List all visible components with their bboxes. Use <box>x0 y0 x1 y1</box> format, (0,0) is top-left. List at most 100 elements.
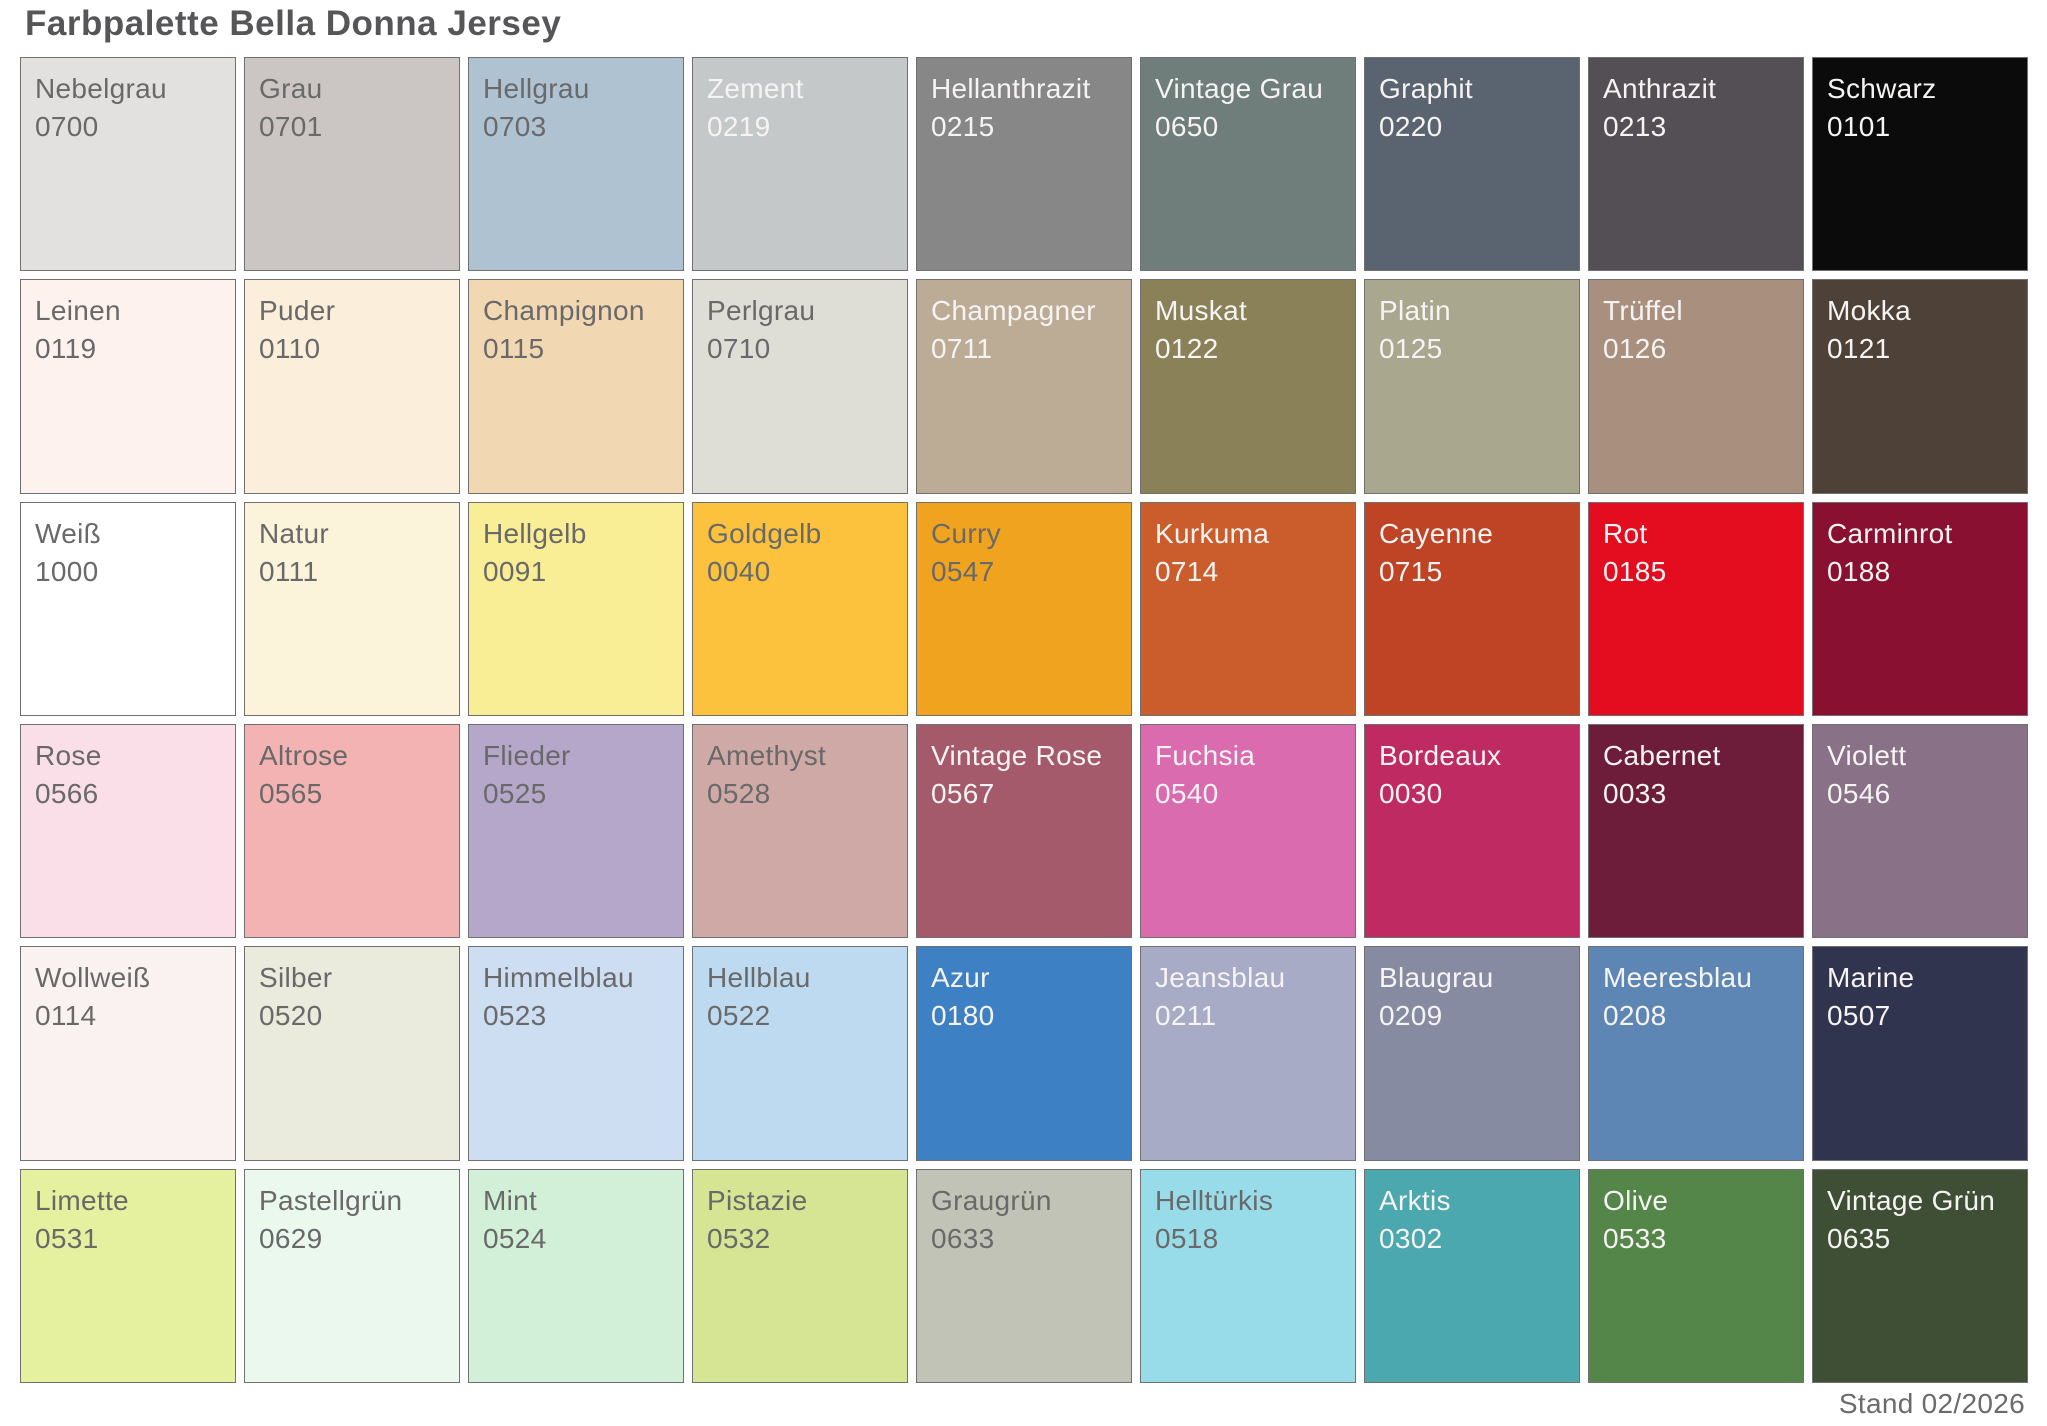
swatch-name: Blaugrau <box>1379 962 1494 994</box>
swatch: Rose 0566 <box>20 723 236 939</box>
swatch: Hellgelb 0091 <box>468 501 684 716</box>
swatch-code: 0220 <box>1379 111 1443 142</box>
swatch-code: 0208 <box>1603 1000 1667 1032</box>
swatch: Vintage Rose 0567 <box>916 723 1132 939</box>
swatch-code: 0125 <box>1379 333 1443 365</box>
swatch-name: Bordeaux <box>1379 739 1502 771</box>
swatch-name: Champagner <box>931 295 1096 327</box>
swatch: Puder 0110 <box>244 279 460 494</box>
swatch-code: 0209 <box>1379 1000 1443 1032</box>
swatch-code: 0122 <box>1155 333 1219 365</box>
swatch-code: 0531 <box>35 1222 99 1254</box>
swatch-name: Trüffel <box>1603 295 1683 327</box>
swatch-code: 0633 <box>931 1222 995 1254</box>
swatch-name: Limette <box>35 1184 129 1216</box>
swatch-code: 0547 <box>931 555 995 587</box>
swatch: Graphit 0220 <box>1364 57 1580 272</box>
swatch-name: Mokka <box>1827 295 1911 327</box>
footer-date: Stand 02/2026 <box>1838 1388 2025 1419</box>
swatch-code: 0115 <box>483 333 545 365</box>
swatch-code: 0040 <box>707 555 771 587</box>
swatch: Cabernet 0033 <box>1588 723 1804 939</box>
swatch: Zement 0219 <box>692 57 908 272</box>
swatch-code: 0033 <box>1603 777 1667 809</box>
swatch-code: 0215 <box>931 111 995 142</box>
swatch-name: Goldgelb <box>707 517 822 549</box>
swatch-name: Amethyst <box>707 739 827 771</box>
swatch: Amethyst 0528 <box>692 723 908 939</box>
swatch-name: Pistazie <box>707 1184 808 1216</box>
swatch-name: Puder <box>259 295 336 327</box>
swatch-code: 0565 <box>259 777 323 809</box>
swatch: Rot 0185 <box>1588 501 1804 716</box>
swatch: Jeansblau 0211 <box>1140 946 1356 1161</box>
swatch-code: 0715 <box>1379 555 1443 587</box>
swatch-name: Olive <box>1603 1184 1669 1216</box>
swatch-code: 0126 <box>1603 333 1667 365</box>
swatch-name: Altrose <box>259 739 349 771</box>
swatch-name: Platin <box>1379 295 1451 327</box>
swatch-code: 0119 <box>35 333 97 365</box>
swatch-code: 0701 <box>259 111 323 142</box>
swatch-code: 0518 <box>1155 1222 1219 1254</box>
swatch: Silber 0520 <box>244 946 460 1161</box>
swatch-name: Kurkuma <box>1155 517 1270 549</box>
swatch-code: 0185 <box>1603 555 1667 587</box>
swatch: Graugrün 0633 <box>916 1168 1132 1383</box>
palette-grid: Nebelgrau 0700 Grau 0701 Hellgrau 0703 Zement 0… <box>20 57 2028 1383</box>
swatch: Himmelblau 0523 <box>468 946 684 1161</box>
swatch: Champignon 0115 <box>468 279 684 494</box>
swatch: Leinen 0119 <box>20 279 236 494</box>
swatch: Platin 0125 <box>1364 279 1580 494</box>
swatch-code: 0703 <box>483 111 547 142</box>
swatch: Fuchsia 0540 <box>1140 723 1356 939</box>
swatch-name: Curry <box>931 517 1001 549</box>
swatch-code: 0566 <box>35 777 99 809</box>
swatch: Cayenne 0715 <box>1364 501 1580 716</box>
swatch-name: Pastellgrün <box>259 1184 403 1216</box>
swatch: Wollweiß 0114 <box>20 946 236 1161</box>
swatch-name: Jeansblau <box>1155 962 1286 994</box>
swatch-code: 0111 <box>259 555 319 587</box>
swatch: Arktis 0302 <box>1364 1168 1580 1383</box>
swatch-name: Leinen <box>35 295 121 327</box>
swatch-name: Mint <box>483 1184 538 1216</box>
swatch-name: Vintage Rose <box>931 739 1103 771</box>
swatch-code: 0507 <box>1827 1000 1891 1032</box>
swatch-name: Flieder <box>483 739 571 771</box>
swatch-name: Meeresblau <box>1603 962 1753 994</box>
swatch-code: 0635 <box>1827 1222 1891 1254</box>
swatch-code: 0546 <box>1827 777 1891 809</box>
swatch: Limette 0531 <box>20 1168 236 1383</box>
swatch: Perlgrau 0710 <box>692 279 908 494</box>
swatch: Hellgrau 0703 <box>468 57 684 272</box>
swatch-name: Graphit <box>1379 73 1473 104</box>
swatch-name: Cayenne <box>1379 517 1494 549</box>
swatch-code: 0528 <box>707 777 771 809</box>
swatch-name: Zement <box>707 73 804 104</box>
swatch-code: 0121 <box>1827 333 1891 365</box>
swatch-code: 1000 <box>35 555 99 587</box>
swatch: Grau 0701 <box>244 57 460 272</box>
swatch-code: 0522 <box>707 1000 771 1032</box>
swatch: Kurkuma 0714 <box>1140 501 1356 716</box>
swatch-code: 0567 <box>931 777 995 809</box>
swatch-name: Carminrot <box>1827 517 1953 549</box>
swatch-name: Hellblau <box>707 962 811 994</box>
swatch-name: Natur <box>259 517 329 549</box>
swatch-code: 0302 <box>1379 1222 1443 1254</box>
swatch-name: Hellgelb <box>483 517 587 549</box>
swatch-code: 0110 <box>259 333 321 365</box>
swatch: Olive 0533 <box>1588 1168 1804 1383</box>
swatch: Altrose 0565 <box>244 723 460 939</box>
swatch: Champagner 0711 <box>916 279 1132 494</box>
swatch-code: 0101 <box>1827 111 1891 142</box>
swatch-code: 0700 <box>35 111 99 142</box>
swatch: Bordeaux 0030 <box>1364 723 1580 939</box>
swatch-name: Hellgrau <box>483 73 590 104</box>
swatch-name: Grau <box>259 73 323 104</box>
swatch: Azur 0180 <box>916 946 1132 1161</box>
swatch-name: Helltürkis <box>1155 1184 1274 1216</box>
swatch-code: 0030 <box>1379 777 1443 809</box>
